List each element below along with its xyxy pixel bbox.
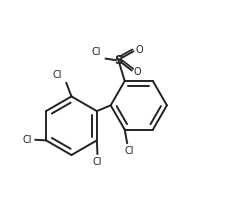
Text: O: O (134, 67, 141, 77)
Text: Cl: Cl (92, 48, 101, 57)
Text: O: O (135, 45, 143, 55)
Text: Cl: Cl (52, 70, 62, 80)
Text: Cl: Cl (22, 135, 32, 145)
Text: S: S (114, 54, 123, 67)
Text: Cl: Cl (124, 146, 134, 156)
Text: Cl: Cl (93, 157, 102, 167)
